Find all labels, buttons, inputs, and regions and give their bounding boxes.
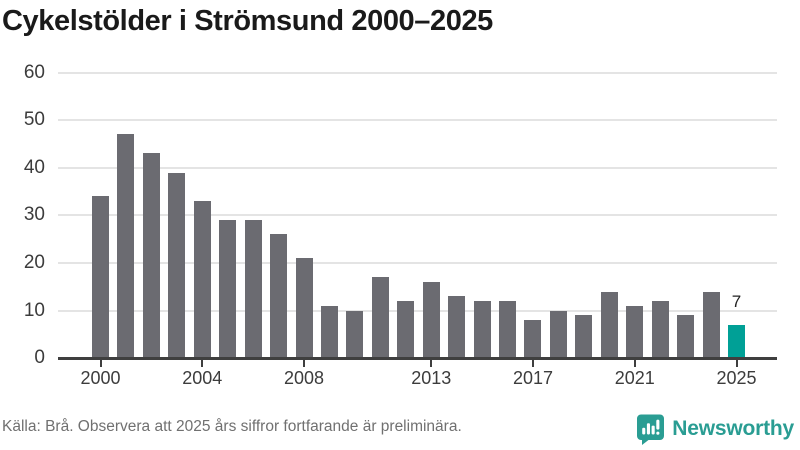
y-axis-tick-label: 40 <box>23 156 45 178</box>
gridline-y30 <box>58 214 777 217</box>
bar-2022 <box>651 301 669 359</box>
source-note: Källa: Brå. Observera att 2025 års siffr… <box>2 418 462 435</box>
bar-2011 <box>371 277 389 359</box>
bar-2019 <box>575 315 593 359</box>
bar-2013 <box>422 282 440 359</box>
bar-2000 <box>92 196 109 359</box>
x-axis-tick <box>201 359 204 367</box>
x-axis-tick <box>430 359 433 367</box>
bar-2007 <box>270 234 288 359</box>
x-axis-tick-label: 2000 <box>80 368 121 388</box>
x-axis-tick-label: 2025 <box>716 368 757 388</box>
gridline-y60 <box>58 71 777 74</box>
x-axis-tick-label: 2017 <box>512 368 553 388</box>
chart-title: Cykelstölder i Strömsund 2000–2025 <box>2 5 493 37</box>
gridline-y50 <box>58 119 777 122</box>
bar-value-label: 7 <box>731 291 742 311</box>
bar-2025 <box>728 324 745 359</box>
newsworthy-icon <box>637 414 665 445</box>
gridline-y20 <box>58 262 777 264</box>
x-axis-tick <box>633 359 636 367</box>
bar-2005 <box>219 220 237 359</box>
bar-2017 <box>524 320 542 359</box>
x-axis-tick-label: 2013 <box>411 368 452 388</box>
x-axis-tick-label: 2008 <box>283 368 325 388</box>
x-axis-line <box>58 357 777 360</box>
bar-2014 <box>448 296 466 359</box>
x-axis-tick <box>99 359 102 367</box>
x-axis-tick <box>735 359 738 367</box>
bar-2020 <box>600 291 618 359</box>
bar-2021 <box>626 305 644 359</box>
bar-2004 <box>193 201 211 359</box>
x-axis-tick-label: 2004 <box>182 368 223 388</box>
chart-footer: Källa: Brå. Observera att 2025 års siffr… <box>0 408 800 450</box>
y-axis-tick-label: 30 <box>23 204 45 226</box>
bar-2024 <box>702 291 720 359</box>
bar-2012 <box>397 301 415 359</box>
y-axis-tick-label: 50 <box>23 109 45 131</box>
bar-2015 <box>473 301 491 359</box>
x-axis-tick-label: 2021 <box>614 368 655 388</box>
bar-2023 <box>677 315 695 359</box>
y-axis-tick-label: 20 <box>23 252 45 273</box>
bar-2018 <box>549 310 567 359</box>
y-axis-tick-label: 60 <box>23 61 45 83</box>
y-axis-tick-label: 0 <box>34 347 45 369</box>
bar-2010 <box>346 310 364 359</box>
x-axis-tick <box>531 359 534 367</box>
bar-2003 <box>168 172 186 359</box>
bar-2002 <box>142 153 160 359</box>
x-axis-tick <box>303 359 306 367</box>
gridline-y10 <box>58 309 777 312</box>
newsworthy-logo[interactable]: Newsworthy <box>636 410 794 448</box>
bar-2009 <box>320 305 338 359</box>
newsworthy-wordmark: Newsworthy <box>672 417 794 440</box>
gridline-y40 <box>58 166 777 169</box>
bar-2016 <box>499 301 517 359</box>
bar-2001 <box>117 134 135 359</box>
y-axis-tick-label: 10 <box>23 299 45 321</box>
bar-2008 <box>295 258 313 359</box>
bar-2006 <box>244 220 262 359</box>
